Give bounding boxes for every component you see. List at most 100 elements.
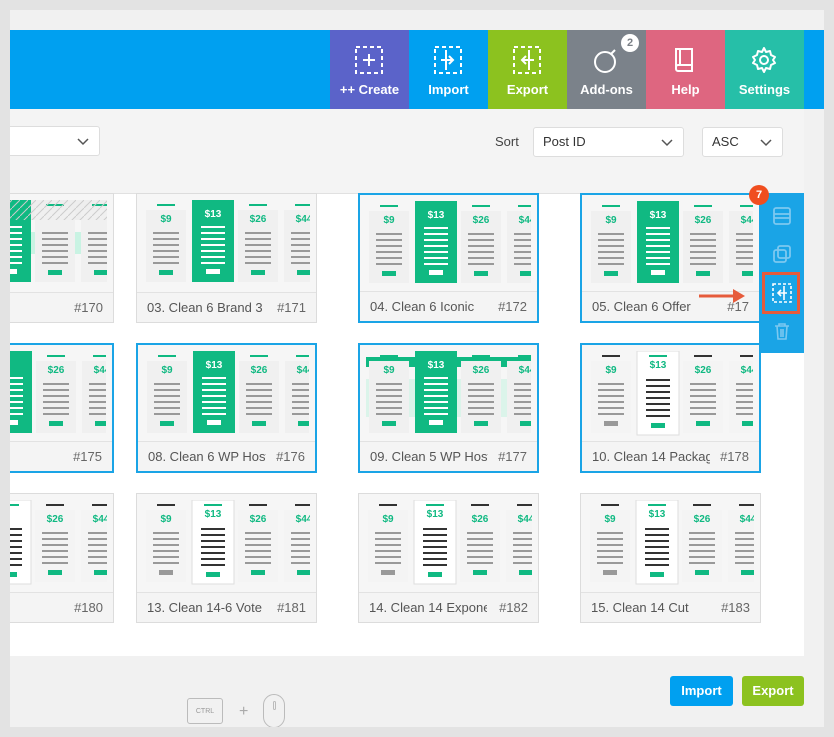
table-card-footer: Vote Clas #180 bbox=[10, 592, 113, 622]
table-card-footer: 13. Clean 14-6 Vote Mo #181 bbox=[137, 592, 316, 622]
table-id: #177 bbox=[498, 449, 527, 464]
table-title: 03. Clean 6 Brand 3 bbox=[147, 300, 263, 315]
export-label: Export bbox=[506, 82, 549, 97]
svg-text:$26: $26 bbox=[695, 215, 712, 226]
svg-text:$26: $26 bbox=[472, 514, 489, 525]
export-table-icon[interactable] bbox=[771, 282, 793, 304]
svg-text:$44: $44 bbox=[519, 365, 531, 376]
chevron-down-icon bbox=[661, 139, 673, 147]
svg-text:$26: $26 bbox=[251, 365, 268, 376]
addons-button[interactable]: 2 Add-ons bbox=[567, 30, 646, 109]
filter-bar bbox=[10, 109, 804, 194]
table-card[interactable]: $26 $44 WP Hostin #175 bbox=[10, 343, 114, 473]
table-preview: $9 $13 $26 $44 bbox=[143, 500, 310, 587]
table-preview: $9 $13 $26 $44 bbox=[366, 351, 531, 438]
svg-text:$13: $13 bbox=[649, 509, 666, 520]
svg-text:$44: $44 bbox=[519, 215, 531, 226]
duplicate-icon[interactable] bbox=[771, 243, 793, 265]
table-preview: $26 $44 bbox=[10, 351, 106, 438]
trash-icon[interactable] bbox=[771, 320, 793, 342]
table-id: #176 bbox=[276, 449, 305, 464]
book-icon bbox=[675, 48, 693, 72]
table-card[interactable]: $9 $13 $26 $44 09. Clean 5 WP Hosting #177 bbox=[358, 343, 539, 473]
table-card-footer: WP Hostin #175 bbox=[10, 441, 112, 471]
table-preview: $9 $13 $26 $44 bbox=[588, 201, 753, 288]
svg-text:$44: $44 bbox=[741, 215, 753, 226]
table-card-footer: 10. Clean 14 Packages #178 bbox=[582, 441, 759, 471]
table-card[interactable]: $9 $13 $26 $44 13. Clean 14-6 Vote Mo #181 bbox=[136, 493, 317, 623]
table-card-footer: 08. Clean 6 WP Hosting #176 bbox=[138, 441, 315, 471]
svg-text:$26: $26 bbox=[694, 514, 711, 525]
table-card[interactable]: rand 2 #170 bbox=[10, 193, 114, 323]
svg-text:$13: $13 bbox=[205, 509, 222, 520]
svg-text:$13: $13 bbox=[205, 209, 222, 220]
svg-text:$44: $44 bbox=[296, 214, 310, 225]
settings-label: Settings bbox=[738, 82, 791, 97]
table-card[interactable]: $9 $13 $26 $44 15. Clean 14 Cut #183 bbox=[580, 493, 761, 623]
table-title: rand 2 bbox=[10, 300, 62, 315]
table-card[interactable]: $26 $44 Vote Clas #180 bbox=[10, 493, 114, 623]
table-id: #180 bbox=[74, 600, 103, 615]
table-id: #183 bbox=[721, 600, 750, 615]
svg-text:$44: $44 bbox=[741, 365, 753, 376]
table-card[interactable]: $9 $13 $26 $44 04. Clean 6 Iconic #172 bbox=[358, 193, 539, 323]
align-icon[interactable] bbox=[771, 205, 793, 227]
category-select[interactable] bbox=[10, 126, 100, 156]
svg-text:$9: $9 bbox=[382, 514, 394, 525]
table-preview: $9 $13 $26 $44 bbox=[144, 351, 309, 438]
svg-text:$26: $26 bbox=[47, 514, 64, 525]
table-card[interactable]: $9 $13 $26 $44 03. Clean 6 Brand 3 #171 bbox=[136, 193, 317, 323]
table-preview bbox=[10, 200, 107, 287]
create-label: ++ Create bbox=[339, 82, 400, 97]
plus-box-icon bbox=[355, 46, 383, 74]
svg-text:$13: $13 bbox=[650, 210, 667, 221]
svg-text:$13: $13 bbox=[206, 360, 223, 371]
import-button[interactable]: Import bbox=[409, 30, 488, 109]
top-toolbar: ++ Create Import Export 2 Add-ons Help S… bbox=[10, 30, 824, 109]
table-card-footer: 09. Clean 5 WP Hosting #177 bbox=[360, 441, 537, 471]
settings-button[interactable]: Settings bbox=[725, 30, 804, 109]
plus-icon: + bbox=[239, 703, 249, 720]
table-title: 15. Clean 14 Cut bbox=[591, 600, 689, 615]
svg-text:$9: $9 bbox=[604, 514, 616, 525]
export-button[interactable]: Export bbox=[488, 30, 567, 109]
import-label: Import bbox=[428, 82, 469, 97]
table-title: 04. Clean 6 Iconic bbox=[370, 299, 475, 314]
table-card[interactable]: $9 $13 $26 $44 08. Clean 6 WP Hosting #176 bbox=[136, 343, 317, 473]
table-title: 13. Clean 14-6 Vote Mo bbox=[147, 600, 265, 615]
table-card[interactable]: $9 $13 $26 $44 10. Clean 14 Packages #178 bbox=[580, 343, 761, 473]
chevron-down-icon bbox=[77, 138, 89, 146]
table-preview: $9 $13 $26 $44 bbox=[143, 200, 310, 287]
table-card-footer: 03. Clean 6 Brand 3 #171 bbox=[137, 292, 316, 322]
help-button[interactable]: Help bbox=[646, 30, 725, 109]
table-title: 14. Clean 14 Exponentia bbox=[369, 600, 487, 615]
export-tool-highlight bbox=[762, 272, 800, 314]
table-id: #175 bbox=[73, 449, 102, 464]
svg-text:$13: $13 bbox=[427, 509, 444, 520]
bottom-import-button[interactable]: Import bbox=[670, 676, 733, 706]
import-box-icon bbox=[434, 46, 462, 74]
svg-text:$44: $44 bbox=[296, 514, 310, 525]
table-preview: $9 $13 $26 $44 bbox=[588, 351, 753, 438]
table-preview: $9 $13 $26 $44 bbox=[366, 201, 531, 288]
sort-select[interactable]: Post ID bbox=[533, 127, 684, 157]
svg-text:$9: $9 bbox=[383, 215, 395, 226]
svg-text:$44: $44 bbox=[740, 514, 754, 525]
table-card[interactable]: $9 $13 $26 $44 05. Clean 6 Offer #17 bbox=[580, 193, 761, 323]
table-preview: $9 $13 $26 $44 bbox=[365, 500, 532, 587]
svg-text:$26: $26 bbox=[695, 365, 712, 376]
table-title: 08. Clean 6 WP Hosting bbox=[148, 449, 266, 464]
table-title: 09. Clean 5 WP Hosting bbox=[370, 449, 488, 464]
mouse-icon bbox=[263, 694, 285, 727]
table-card[interactable]: $9 $13 $26 $44 14. Clean 14 Exponentia #182 bbox=[358, 493, 539, 623]
table-title: WP Hostin bbox=[10, 449, 63, 464]
svg-text:$9: $9 bbox=[605, 365, 617, 376]
table-card-footer: 14. Clean 14 Exponentia #182 bbox=[359, 592, 538, 622]
order-select[interactable]: ASC bbox=[702, 127, 783, 157]
selection-toolbar bbox=[759, 193, 804, 353]
create-button[interactable]: ++ Create bbox=[330, 30, 409, 109]
table-id: #182 bbox=[499, 600, 528, 615]
bottom-export-button[interactable]: Export bbox=[742, 676, 804, 706]
app-frame: ++ Create Import Export 2 Add-ons Help S… bbox=[10, 10, 824, 727]
svg-text:$13: $13 bbox=[650, 360, 667, 371]
